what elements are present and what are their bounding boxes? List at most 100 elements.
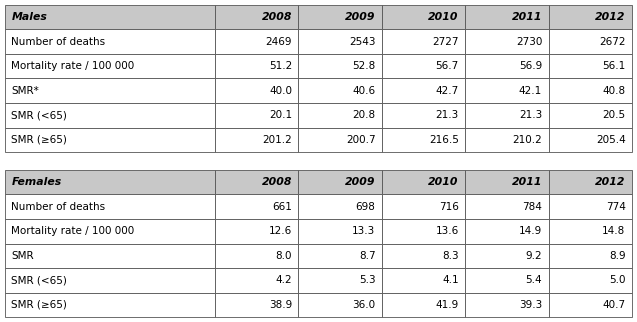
Text: 13.6: 13.6 [436,226,459,236]
Bar [299,103,382,128]
Bar [215,128,299,152]
Bar [382,170,465,194]
Text: 661: 661 [272,202,292,212]
Bar [548,268,632,293]
Text: Females: Females [11,177,62,187]
Text: 2010: 2010 [428,177,459,187]
Text: SMR (<65): SMR (<65) [11,110,68,120]
Bar [465,5,548,29]
Text: SMR (≥65): SMR (≥65) [11,135,68,145]
Bar [215,170,299,194]
Text: 8.0: 8.0 [276,251,292,261]
Text: 8.3: 8.3 [442,251,459,261]
Bar [382,128,465,152]
Text: 774: 774 [606,202,626,212]
Bar [5,103,215,128]
Bar [5,194,215,219]
Bar [299,219,382,243]
Bar [465,243,548,268]
Bar [5,128,215,152]
Text: 20.8: 20.8 [352,110,375,120]
Bar [548,5,632,29]
Text: 5.3: 5.3 [359,275,375,285]
Text: 56.1: 56.1 [603,61,626,71]
Bar [548,79,632,103]
Bar [5,170,215,194]
Bar [382,293,465,317]
Bar [5,5,215,29]
Bar [382,219,465,243]
Text: 784: 784 [522,202,542,212]
Text: 14.9: 14.9 [519,226,542,236]
Text: 5.0: 5.0 [609,275,626,285]
Bar [299,243,382,268]
Text: SMR (≥65): SMR (≥65) [11,300,68,310]
Text: 20.5: 20.5 [603,110,626,120]
Bar [548,170,632,194]
Text: 2009: 2009 [345,12,375,22]
Text: 12.6: 12.6 [269,226,292,236]
Text: 51.2: 51.2 [269,61,292,71]
Text: 216.5: 216.5 [429,135,459,145]
Text: 2008: 2008 [262,12,292,22]
Text: 2008: 2008 [262,177,292,187]
Text: 4.2: 4.2 [275,275,292,285]
Bar [5,54,215,79]
Bar [215,268,299,293]
Bar [299,54,382,79]
Bar [299,29,382,54]
Bar [5,293,215,317]
Text: 2730: 2730 [516,37,542,47]
Bar [548,243,632,268]
Bar [215,219,299,243]
Bar [465,170,548,194]
Text: 200.7: 200.7 [346,135,375,145]
Bar [215,293,299,317]
Bar [215,29,299,54]
Bar [299,128,382,152]
Bar [215,243,299,268]
Text: 38.9: 38.9 [269,300,292,310]
Bar [215,5,299,29]
Bar [465,194,548,219]
Bar [382,54,465,79]
Text: Males: Males [11,12,47,22]
Text: 2011: 2011 [512,177,542,187]
Text: 201.2: 201.2 [262,135,292,145]
Text: 205.4: 205.4 [596,135,626,145]
Text: 4.1: 4.1 [442,275,459,285]
Text: 40.6: 40.6 [352,86,375,96]
Bar [299,268,382,293]
Text: Number of deaths: Number of deaths [11,37,106,47]
Bar [465,219,548,243]
Text: 52.8: 52.8 [352,61,375,71]
Bar [382,5,465,29]
Bar [5,268,215,293]
Bar [382,194,465,219]
Bar [215,79,299,103]
Text: 8.7: 8.7 [359,251,375,261]
Text: 2727: 2727 [433,37,459,47]
Bar [382,243,465,268]
Bar [465,293,548,317]
Bar [299,79,382,103]
Text: 2011: 2011 [512,12,542,22]
Text: 13.3: 13.3 [352,226,375,236]
Text: 41.9: 41.9 [436,300,459,310]
Text: SMR (<65): SMR (<65) [11,275,68,285]
Bar [215,103,299,128]
Text: 21.3: 21.3 [519,110,542,120]
Text: 2012: 2012 [595,12,626,22]
Bar [465,79,548,103]
Text: 14.8: 14.8 [603,226,626,236]
Text: 56.9: 56.9 [519,61,542,71]
Text: 716: 716 [439,202,459,212]
Bar [548,128,632,152]
Text: 40.7: 40.7 [603,300,626,310]
Text: 56.7: 56.7 [436,61,459,71]
Text: 39.3: 39.3 [519,300,542,310]
Bar [5,219,215,243]
Text: 5.4: 5.4 [526,275,542,285]
Text: 2469: 2469 [266,37,292,47]
Bar [465,128,548,152]
